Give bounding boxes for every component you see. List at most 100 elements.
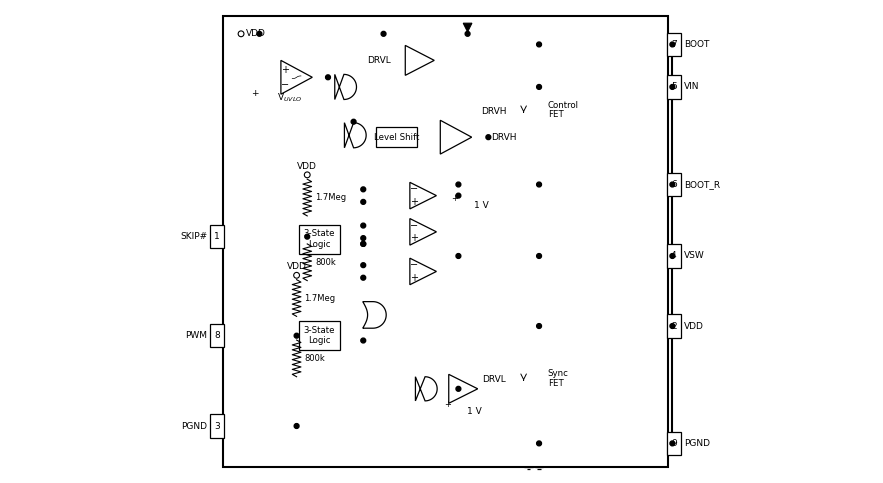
Bar — [667, 432, 681, 455]
Text: +: + — [410, 197, 418, 207]
Bar — [209, 225, 224, 248]
Text: VDD: VDD — [287, 262, 306, 271]
Circle shape — [537, 441, 541, 446]
Circle shape — [670, 441, 675, 446]
Text: −: − — [410, 260, 418, 270]
Text: FET: FET — [547, 111, 563, 119]
Circle shape — [381, 31, 386, 36]
Text: VDD: VDD — [684, 322, 704, 330]
Bar — [209, 414, 224, 438]
Bar — [667, 244, 681, 268]
Circle shape — [361, 187, 366, 192]
Polygon shape — [410, 183, 436, 209]
Circle shape — [361, 338, 366, 343]
Text: +: + — [281, 65, 289, 74]
Text: −: − — [281, 80, 289, 90]
Polygon shape — [281, 60, 313, 94]
Circle shape — [456, 386, 461, 391]
Circle shape — [670, 85, 675, 89]
Circle shape — [361, 242, 366, 246]
Bar — [667, 75, 681, 99]
Text: 8: 8 — [214, 331, 220, 340]
Circle shape — [361, 199, 366, 204]
Text: 6: 6 — [671, 180, 676, 189]
Circle shape — [537, 324, 541, 328]
Bar — [298, 225, 340, 254]
Polygon shape — [415, 377, 437, 401]
Text: FET: FET — [547, 379, 563, 387]
Circle shape — [456, 193, 461, 198]
Text: BOOT: BOOT — [684, 40, 709, 49]
Text: Level Shift: Level Shift — [374, 133, 419, 142]
Text: PGND: PGND — [684, 439, 710, 448]
Text: 2: 2 — [671, 322, 676, 330]
Text: 3-State: 3-State — [304, 326, 335, 335]
Text: −: − — [410, 185, 418, 194]
Circle shape — [537, 254, 541, 258]
Text: 1.7Meg: 1.7Meg — [315, 193, 346, 202]
Bar — [298, 321, 340, 350]
Text: +: + — [410, 273, 418, 283]
Bar — [376, 127, 418, 147]
Circle shape — [294, 333, 299, 338]
Polygon shape — [363, 301, 386, 328]
Text: 1 V: 1 V — [474, 201, 489, 210]
Text: VDD: VDD — [298, 162, 317, 170]
Circle shape — [537, 42, 541, 47]
Text: Logic: Logic — [308, 337, 330, 345]
Text: +: + — [444, 400, 450, 409]
Circle shape — [465, 31, 470, 36]
Polygon shape — [335, 74, 357, 99]
Bar — [419, 269, 428, 274]
Circle shape — [537, 85, 541, 89]
Circle shape — [351, 119, 356, 124]
Circle shape — [456, 254, 461, 258]
Text: 1.7Meg: 1.7Meg — [305, 294, 336, 302]
Circle shape — [456, 182, 461, 187]
Text: +: + — [252, 89, 259, 98]
Bar — [291, 74, 302, 81]
Text: 7: 7 — [671, 40, 676, 49]
Polygon shape — [464, 23, 472, 32]
Bar — [419, 193, 428, 199]
Circle shape — [361, 236, 366, 241]
Circle shape — [670, 254, 675, 258]
Circle shape — [361, 223, 366, 228]
Text: 5: 5 — [671, 83, 676, 91]
Text: DRVH: DRVH — [480, 107, 506, 115]
Circle shape — [294, 424, 299, 428]
Text: 800k: 800k — [315, 258, 336, 267]
Text: V$_{UVLO}$: V$_{UVLO}$ — [277, 91, 303, 104]
Text: SKIP#: SKIP# — [180, 232, 208, 241]
Polygon shape — [410, 258, 436, 285]
Text: 1 V: 1 V — [467, 407, 482, 416]
Text: BOOT_R: BOOT_R — [684, 180, 721, 189]
Circle shape — [361, 242, 366, 246]
Circle shape — [486, 135, 491, 140]
Text: VDD: VDD — [246, 29, 267, 38]
Bar — [667, 33, 681, 56]
Circle shape — [305, 234, 310, 239]
Circle shape — [326, 75, 330, 80]
Text: 9: 9 — [671, 439, 676, 448]
Text: −: − — [410, 221, 418, 230]
Text: 4: 4 — [671, 252, 676, 260]
Bar — [209, 324, 224, 347]
Circle shape — [257, 31, 262, 36]
Text: Sync: Sync — [547, 369, 569, 378]
Circle shape — [670, 42, 675, 47]
Polygon shape — [405, 45, 434, 75]
Bar — [667, 314, 681, 338]
Bar — [419, 229, 428, 235]
Polygon shape — [449, 374, 478, 403]
Text: VSW: VSW — [684, 252, 705, 260]
Text: 800k: 800k — [305, 354, 325, 363]
Circle shape — [361, 263, 366, 268]
Circle shape — [537, 182, 541, 187]
Circle shape — [670, 324, 675, 328]
Text: DRVH: DRVH — [491, 133, 517, 142]
Bar — [667, 173, 681, 196]
Text: Logic: Logic — [308, 240, 330, 249]
Polygon shape — [410, 219, 436, 245]
Text: DRVL: DRVL — [482, 375, 506, 384]
